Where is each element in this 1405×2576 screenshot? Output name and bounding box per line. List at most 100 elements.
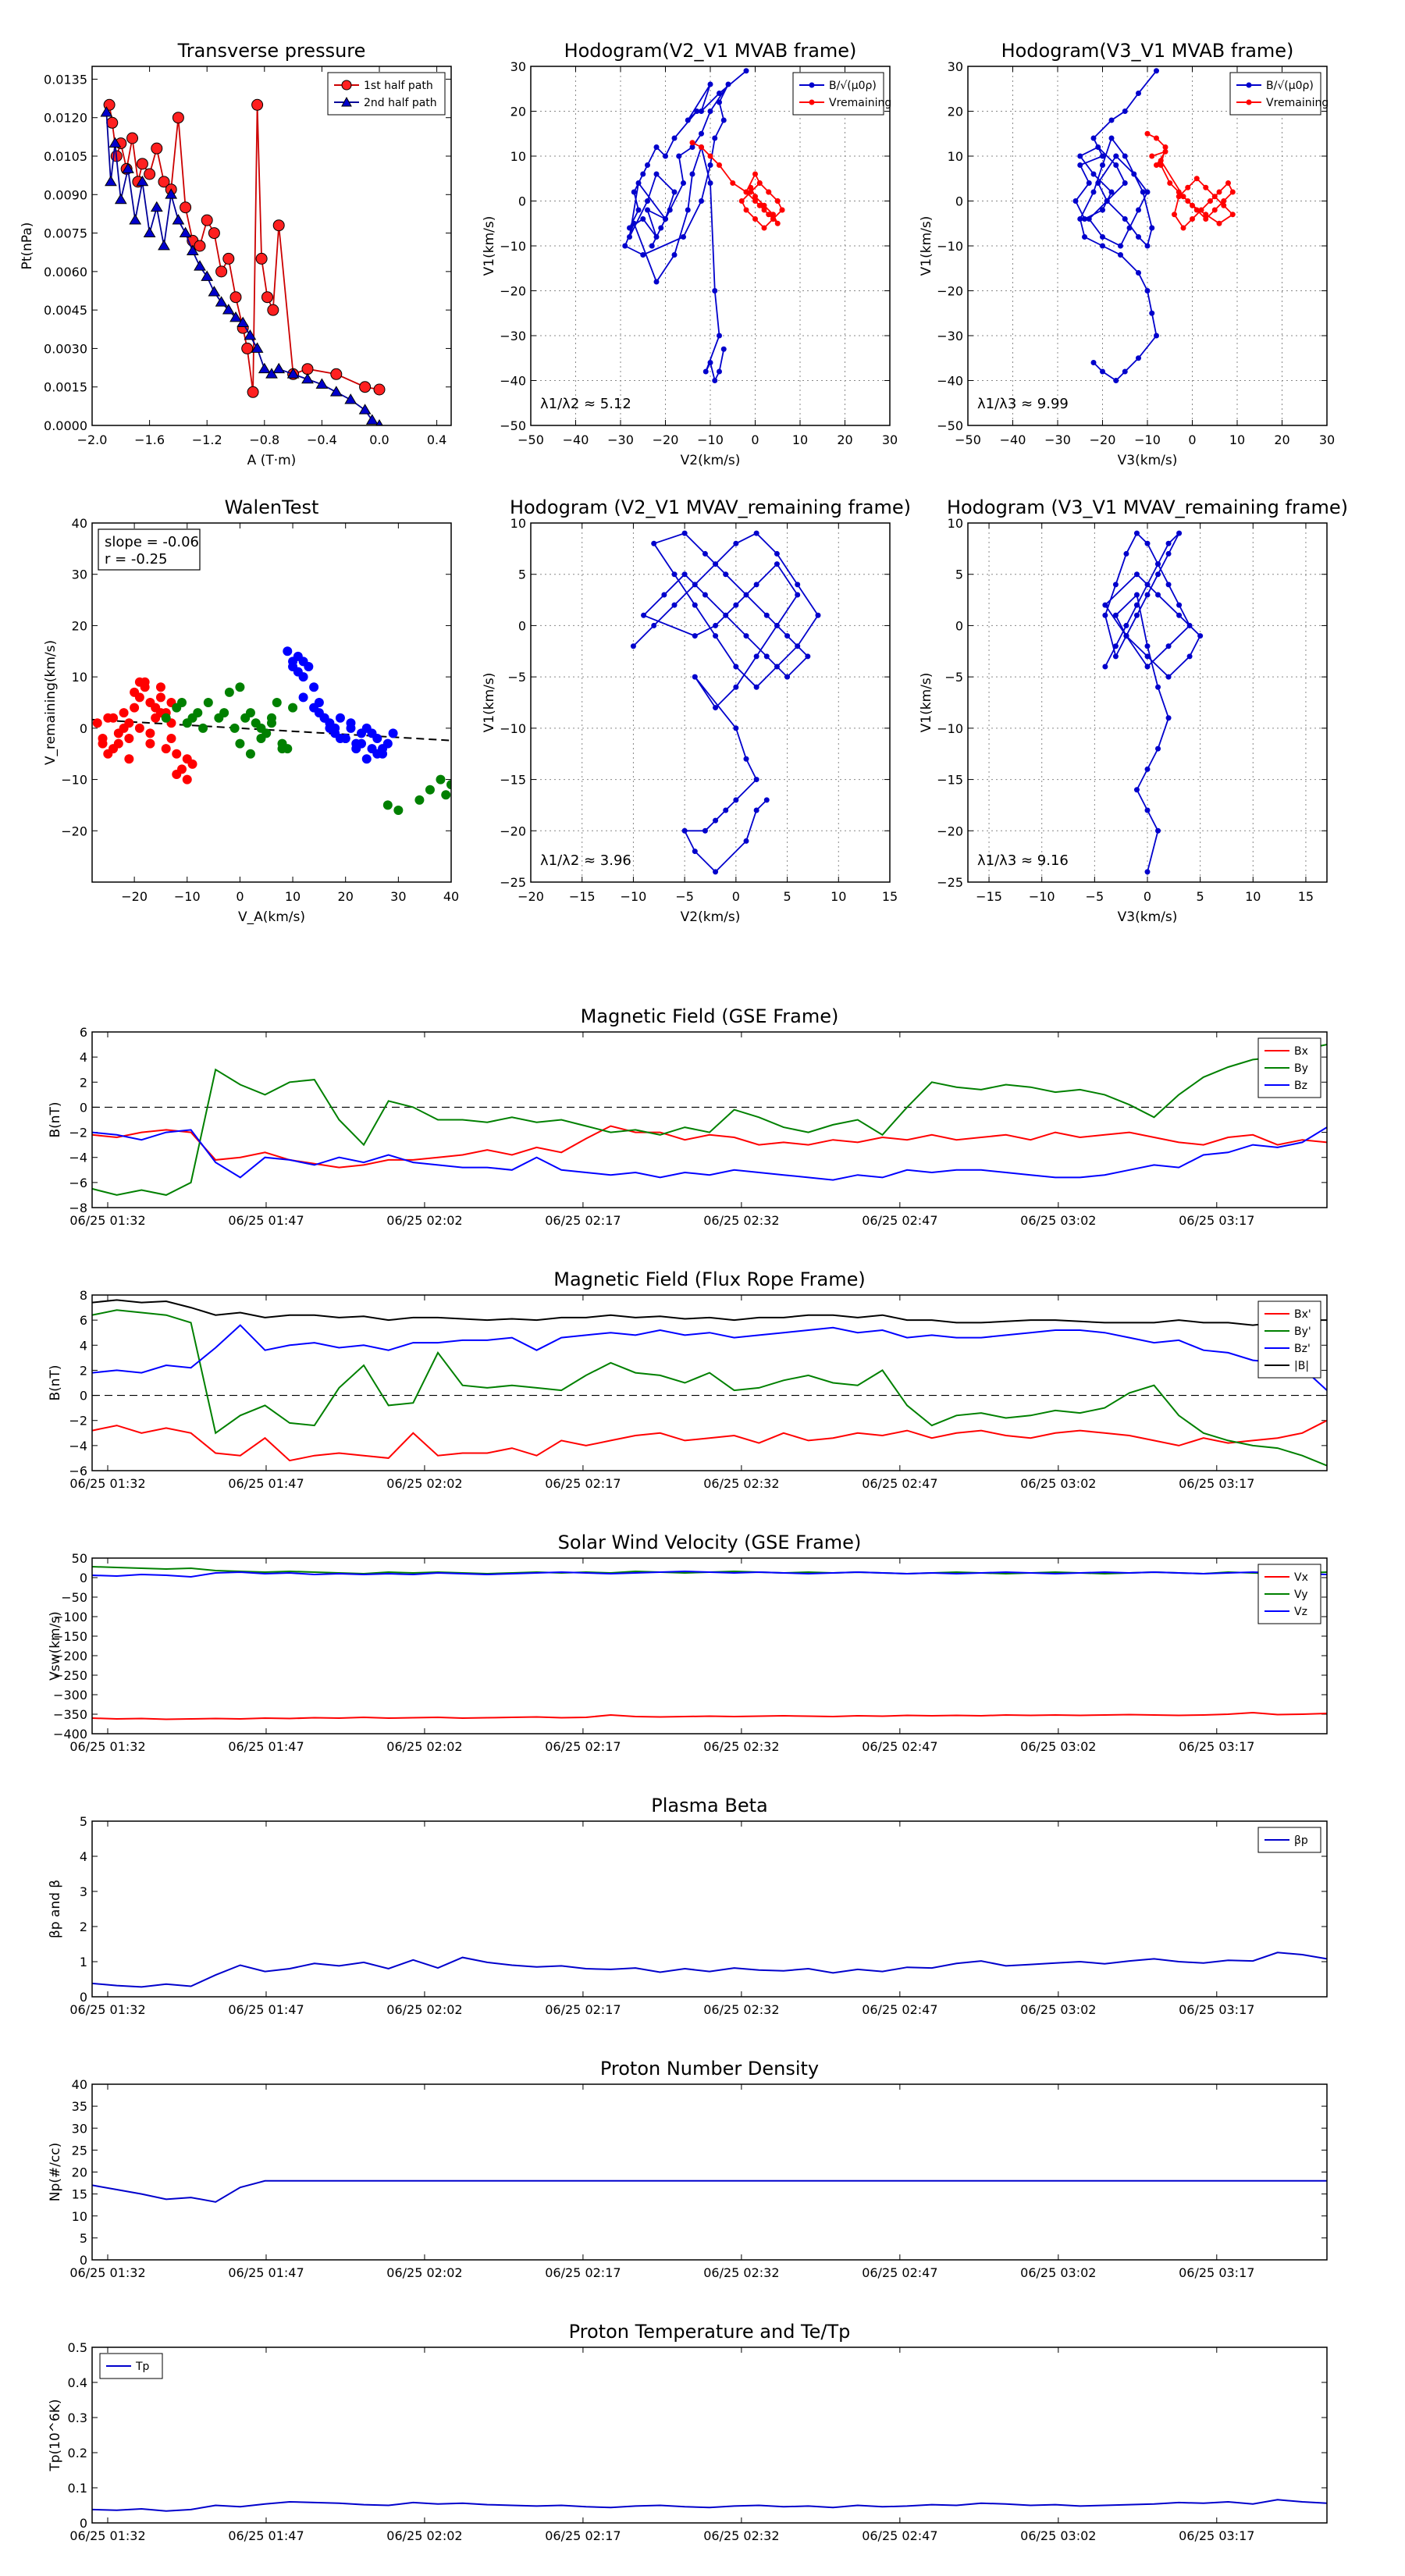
x-tick-label: 06/25 02:47 (862, 2265, 937, 2280)
data-point (717, 368, 722, 375)
data-point (1154, 135, 1159, 141)
y-tick-label: 0 (955, 618, 963, 633)
data-point (187, 713, 197, 723)
data-point (761, 225, 767, 231)
data-point (1133, 592, 1140, 598)
chart-hodogram-v3v1-mvav: Hodogram (V3_V1 MVAV_remaining frame) −25… (919, 496, 1348, 925)
x-axis-label: V2(km/s) (681, 909, 741, 925)
data-point (161, 713, 171, 723)
data-point (155, 692, 165, 703)
data-point (1180, 194, 1186, 200)
x-tick-label: 06/25 03:17 (1179, 1476, 1254, 1491)
data-point (365, 414, 379, 425)
y-axis-label: V1(km/s) (482, 673, 497, 733)
y-tick-label: 10 (510, 149, 526, 164)
data-point (712, 135, 718, 141)
data-point (1144, 540, 1151, 546)
legend-label: 2nd half path (364, 97, 437, 109)
data-point (1108, 189, 1115, 195)
data-point (756, 180, 763, 186)
plot-area (100, 98, 386, 425)
series-line (92, 1419, 1327, 1462)
legend-label: By (1294, 1062, 1308, 1075)
y-tick-label: 0.0120 (44, 111, 87, 126)
data-point (255, 252, 268, 265)
data-point (1225, 180, 1231, 186)
data-point (743, 207, 749, 213)
data-point (143, 226, 156, 237)
data-point (108, 713, 119, 723)
series-0 (1102, 530, 1204, 875)
data-point (1136, 234, 1141, 240)
x-tick-label: 15 (882, 889, 898, 904)
x-tick-label: −15 (976, 889, 1002, 904)
y-tick-label: 0 (80, 1100, 87, 1115)
axes-frame (91, 66, 452, 426)
y-tick-label: 0.0060 (44, 265, 87, 279)
data-point (180, 201, 192, 214)
series-0 (630, 530, 821, 875)
data-point (671, 189, 678, 195)
data-point (784, 674, 791, 680)
data-point (186, 244, 199, 255)
y-tick-label: 0 (80, 1990, 87, 2005)
data-point (631, 220, 637, 226)
data-point (222, 252, 235, 265)
data-point (1158, 158, 1164, 164)
data-point (1122, 109, 1128, 114)
data-point (1229, 212, 1236, 218)
data-point (658, 225, 664, 231)
data-point (100, 106, 113, 117)
x-tick-label: 30 (1319, 432, 1335, 447)
data-point (208, 286, 221, 297)
data-point (707, 180, 713, 186)
x-tick-label: 15 (1298, 889, 1314, 904)
data-point (748, 184, 754, 190)
data-point (1072, 198, 1079, 204)
data-point (145, 728, 155, 738)
x-tick-label: −5 (675, 889, 694, 904)
data-point (671, 571, 678, 578)
y-tick-label: −20 (61, 824, 87, 838)
y-tick-label: 10 (72, 670, 87, 685)
x-tick-label: −40 (1000, 432, 1026, 447)
data-point (1211, 194, 1218, 200)
axes-frame (530, 522, 891, 883)
data-point (667, 207, 673, 213)
data-point (653, 144, 660, 150)
y-tick-label: −20 (937, 824, 963, 838)
data-point (1077, 162, 1083, 168)
data-point (1154, 333, 1159, 339)
y-tick-label: −4 (69, 1439, 87, 1453)
series-0 (1072, 68, 1159, 383)
data-point (702, 550, 708, 557)
y-tick-label: 5 (80, 1814, 87, 1829)
data-point (1112, 582, 1119, 588)
y-tick-label: 30 (72, 2121, 87, 2136)
data-point (720, 117, 727, 123)
data-point (753, 653, 759, 660)
data-point (1165, 674, 1172, 680)
x-tick-label: 10 (831, 889, 846, 904)
data-point (1144, 189, 1151, 195)
plot-area (92, 2179, 1327, 2203)
data-point (1193, 207, 1200, 213)
data-point (1131, 171, 1137, 177)
y-tick-label: 0.2 (68, 2446, 87, 2460)
data-point (717, 99, 722, 105)
data-point (1149, 310, 1155, 316)
x-tick-label: 0.4 (427, 432, 446, 447)
y-tick-label: 40 (72, 516, 87, 531)
data-point (301, 363, 314, 375)
data-point (1158, 162, 1164, 168)
data-point (1133, 571, 1140, 578)
data-point (707, 360, 713, 365)
series-1 (92, 1309, 1327, 1467)
x-tick-label: −5 (1086, 889, 1104, 904)
x-tick-label: 10 (285, 889, 301, 904)
data-point (436, 774, 446, 785)
data-point (1113, 378, 1119, 383)
data-point (640, 252, 646, 258)
x-tick-label: 06/25 01:32 (69, 1739, 145, 1754)
plot-area (92, 1952, 1327, 1988)
